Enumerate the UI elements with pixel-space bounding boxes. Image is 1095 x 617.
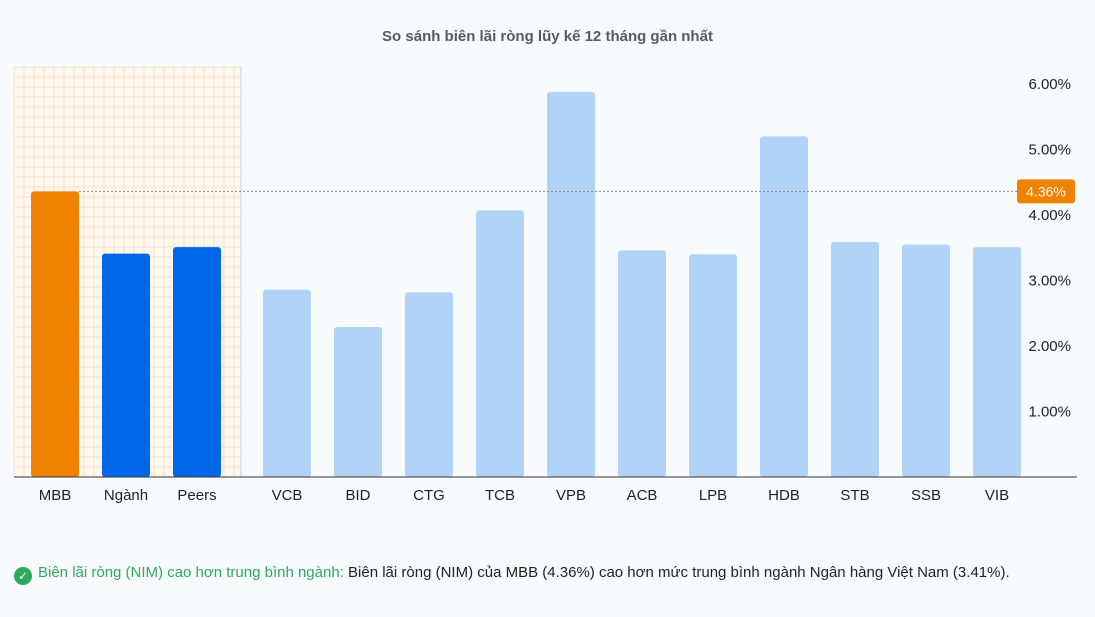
x-tick-label: Peers: [177, 487, 216, 504]
reference-label: 4.36%: [1026, 183, 1066, 199]
bar-ctg: [405, 292, 453, 477]
insight-note: ✓ Biên lãi ròng (NIM) cao hơn trung bình …: [14, 562, 1074, 585]
insight-heading: Biên lãi ròng (NIM) cao hơn trung bình n…: [38, 564, 344, 581]
x-tick-label: MBB: [39, 487, 72, 504]
bar-bid: [334, 327, 382, 477]
bar-peers: [173, 247, 221, 477]
bar-mbb: [31, 191, 79, 478]
y-tick-label: 4.00%: [1028, 207, 1071, 224]
x-tick-label: TCB: [485, 487, 515, 504]
x-tick-label: VIB: [985, 487, 1009, 504]
x-tick-label: BID: [345, 487, 370, 504]
check-circle-icon: ✓: [14, 567, 32, 585]
x-tick-label: HDB: [768, 487, 800, 504]
bar-ngành: [102, 253, 150, 477]
bar-lpb: [689, 254, 737, 477]
bar-ssb: [902, 244, 950, 477]
bar-acb: [618, 250, 666, 477]
y-tick-label: 2.00%: [1028, 338, 1071, 355]
chart-title: So sánh biên lãi ròng lũy kế 12 tháng gầ…: [382, 28, 713, 45]
x-tick-label: VCB: [272, 487, 303, 504]
reference-badge: [1017, 179, 1075, 204]
x-tick-label: VPB: [556, 487, 586, 504]
x-tick-label: LPB: [699, 487, 727, 504]
bar-vib: [973, 247, 1021, 477]
bar-hdb: [760, 136, 808, 477]
insight-text: Biên lãi ròng (NIM) của MBB (4.36%) cao …: [343, 564, 1010, 581]
y-tick-label: 1.00%: [1028, 404, 1071, 421]
x-tick-label: SSB: [911, 487, 941, 504]
bar-vcb: [263, 289, 311, 477]
bar-stb: [831, 241, 879, 477]
bar-chart: MBB Ngành Peers VCB BID CTG TCB VPB ACB LPB HDB STB…: [13, 66, 1077, 504]
bar-vpb: [547, 91, 595, 478]
y-tick-label: 5.00%: [1028, 142, 1071, 159]
bar-tcb: [476, 210, 524, 478]
x-tick-label: STB: [840, 487, 869, 504]
y-tick-label: 6.00%: [1028, 76, 1071, 93]
x-tick-label: ACB: [627, 487, 658, 504]
x-tick-label: CTG: [413, 487, 445, 504]
y-tick-label: 3.00%: [1028, 273, 1071, 290]
x-tick-label: Ngành: [104, 487, 148, 504]
